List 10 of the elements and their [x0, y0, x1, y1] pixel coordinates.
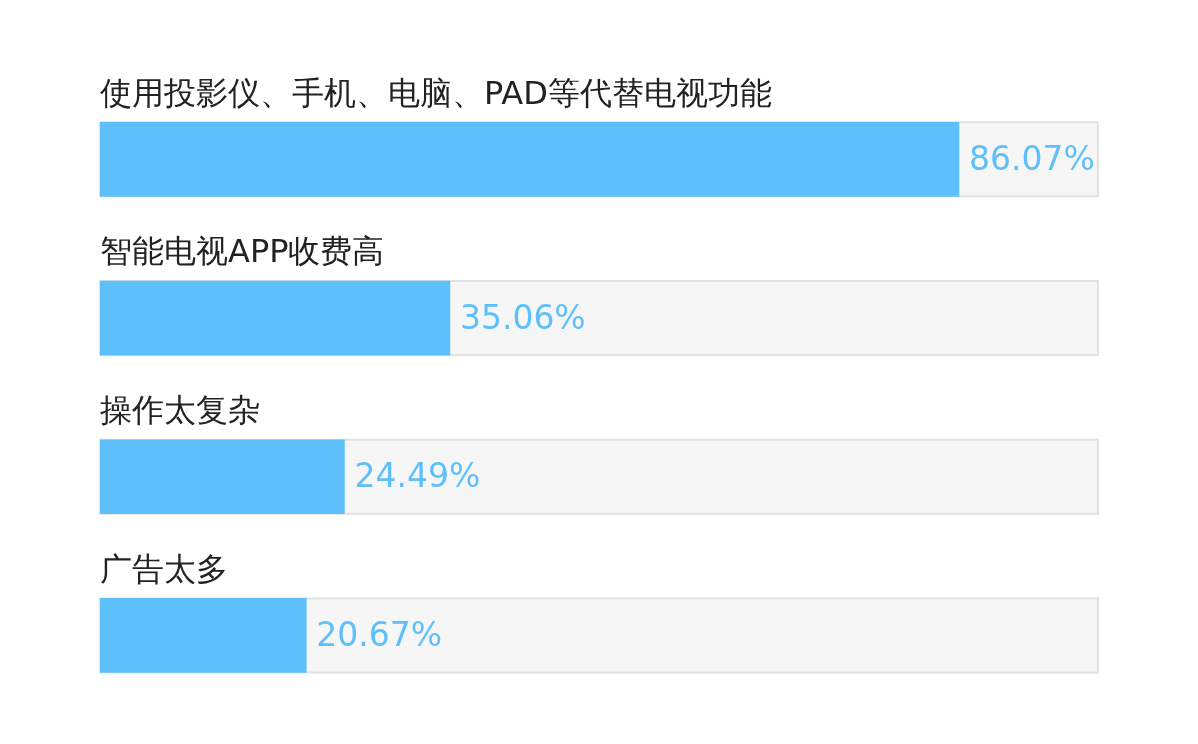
data-label: 35.06%	[459, 297, 586, 337]
data-label: 20.67%	[316, 615, 443, 655]
data-label: 86.07%	[968, 138, 1095, 178]
y-tick-label: 广告太多	[100, 549, 228, 588]
bar	[100, 598, 307, 673]
bar	[100, 439, 345, 515]
y-tick-label: 智能电视APP收费高	[100, 232, 385, 271]
y-tick-label: 操作太复杂	[100, 391, 260, 430]
data-label: 24.49%	[354, 456, 481, 496]
y-tick-label: 使用投影仪、手机、电脑、PAD等代替电视功能	[100, 73, 772, 112]
